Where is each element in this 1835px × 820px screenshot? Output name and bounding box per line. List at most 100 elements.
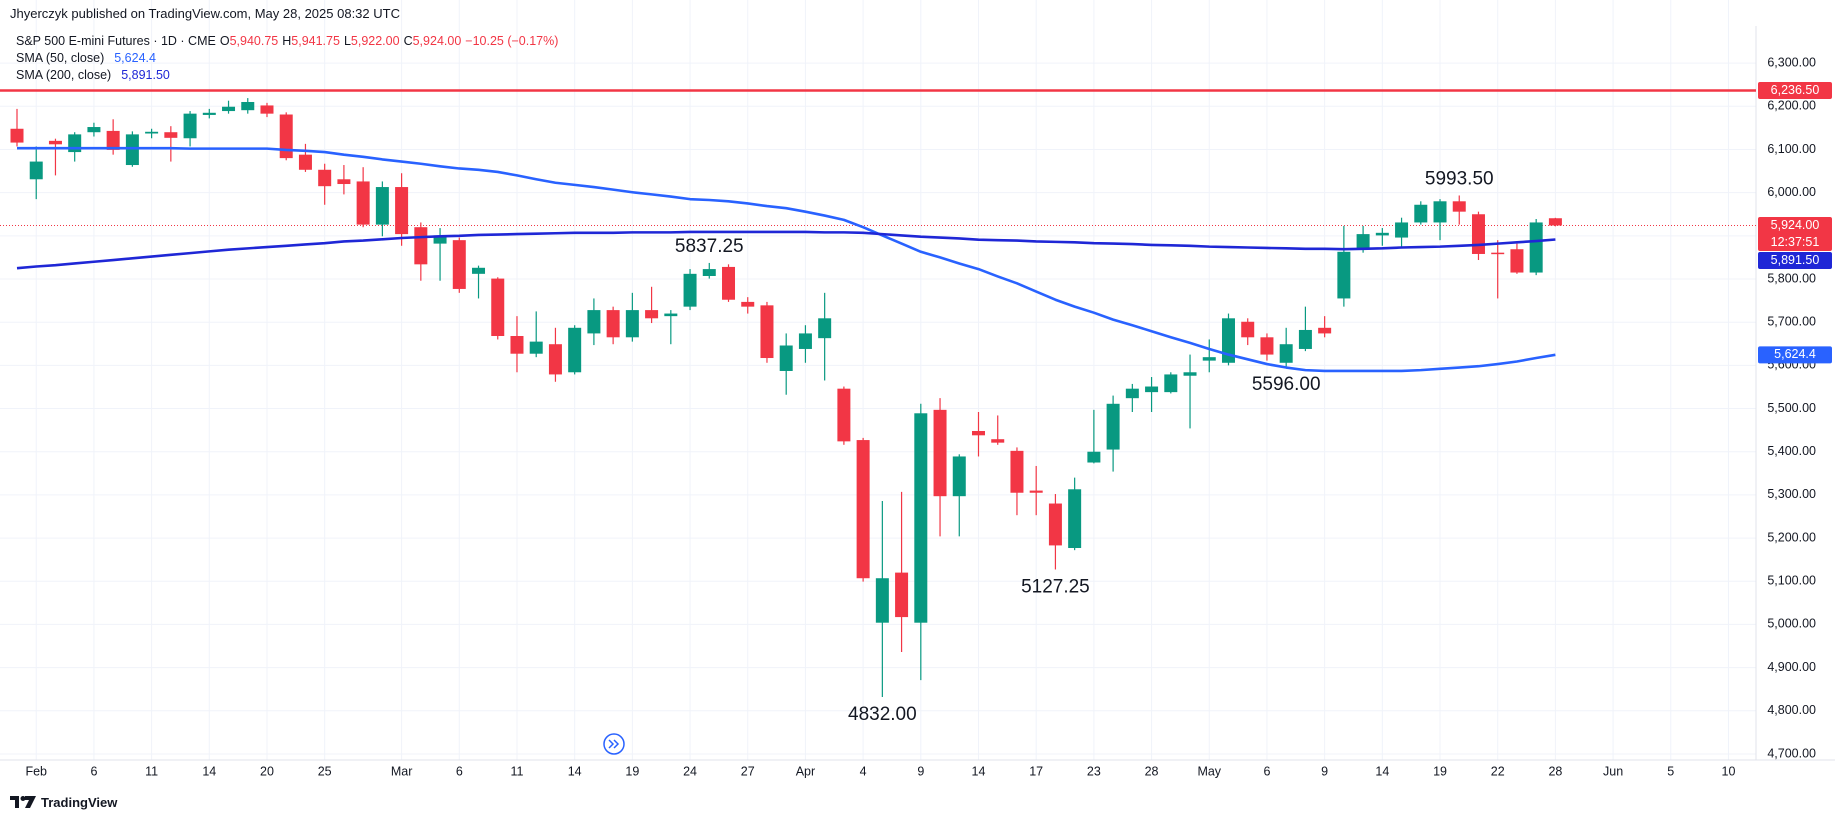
candle-body <box>568 327 582 373</box>
ohlc-item: O5,940.75 <box>220 33 278 50</box>
ohlc-value: 5,924.00 <box>412 34 462 48</box>
legend: S&P 500 E-mini Futures · 1D · CME O5,940.… <box>16 33 558 84</box>
y-tick-label: 6,300.00 <box>1767 55 1816 69</box>
candle-body <box>298 154 312 170</box>
candle-body <box>183 113 197 139</box>
price-tag-label: 5,891.50 <box>1771 253 1820 267</box>
y-tick-label: 4,700.00 <box>1767 746 1816 760</box>
sma-line <box>16 230 1556 270</box>
candle-body <box>1356 234 1370 250</box>
candle-body <box>1145 386 1159 393</box>
candle-body <box>318 169 332 187</box>
candle-body <box>395 187 409 235</box>
candle-body <box>10 128 24 143</box>
legend-row: SMA (200, close) 5,891.50 <box>16 67 558 84</box>
x-tick-label: Jun <box>1603 764 1623 778</box>
candle-body <box>914 413 928 623</box>
candle-body <box>1471 214 1485 254</box>
x-tick-label: 23 <box>1087 764 1101 778</box>
x-tick-label: 27 <box>741 764 755 778</box>
price-tag <box>1758 82 1832 100</box>
candle-body <box>337 179 351 185</box>
x-tick-label: 6 <box>1263 764 1270 778</box>
candle-body <box>856 440 870 579</box>
price-annotation: 5596.00 <box>1252 374 1321 395</box>
legend-value: 5,624.4 <box>114 51 156 65</box>
candle-body <box>1414 204 1428 223</box>
y-tick-label: 4,900.00 <box>1767 660 1816 674</box>
candle-body <box>241 101 255 111</box>
candle-body <box>433 235 447 244</box>
candle-body <box>1279 344 1293 363</box>
ohlc-value: 5,940.75 <box>229 34 279 48</box>
x-tick-label: Apr <box>796 764 815 778</box>
candle-body <box>356 181 370 225</box>
price-tag-label: 12:37:51 <box>1771 235 1820 249</box>
y-tick-label: 6,200.00 <box>1767 99 1816 113</box>
candle-body <box>683 273 697 307</box>
x-tick-label: 9 <box>917 764 924 778</box>
candle-body <box>29 161 43 180</box>
candle-body <box>1241 321 1255 338</box>
price-annotation: 5993.50 <box>1425 168 1494 189</box>
ohlc-value: 5,941.75 <box>291 34 340 48</box>
candle-body <box>645 310 659 319</box>
legend-value: 5,891.50 <box>121 68 170 82</box>
x-tick-label: 9 <box>1321 764 1328 778</box>
y-tick-label: 5,800.00 <box>1767 271 1816 285</box>
publisher: Jhyerczyk published on TradingView.com, … <box>10 6 400 21</box>
ohlc-key: C <box>403 34 413 48</box>
x-tick-label: 6 <box>456 764 463 778</box>
candle-body <box>1106 403 1120 450</box>
price-tag-label: 5,624.4 <box>1774 347 1816 361</box>
candle-body <box>1164 374 1178 393</box>
x-tick-label: 14 <box>972 764 986 778</box>
candle-body <box>798 333 812 349</box>
candle-body <box>1375 232 1389 236</box>
candle-body <box>837 388 851 442</box>
candle-body <box>1433 201 1447 223</box>
y-tick-label: 4,800.00 <box>1767 703 1816 717</box>
candle-body <box>510 336 524 354</box>
candle-body <box>587 310 601 334</box>
y-tick-label: 5,300.00 <box>1767 487 1816 501</box>
x-tick-label: May <box>1197 764 1221 778</box>
price-tag <box>1758 346 1832 364</box>
y-tick-label: 6,000.00 <box>1767 185 1816 199</box>
candle-body <box>1010 450 1024 493</box>
brand-logo <box>10 796 36 808</box>
candle-body <box>1125 388 1139 399</box>
candle-body <box>1548 218 1562 226</box>
footer: TradingView <box>10 794 117 810</box>
y-tick-label: 5,500.00 <box>1767 401 1816 415</box>
ohlc-item: H5,941.75 <box>282 33 340 50</box>
ohlc-item: C5,924.00 <box>404 33 462 50</box>
x-tick-label: 14 <box>568 764 582 778</box>
symbol-title: S&P 500 E-mini Futures · 1D · CME <box>16 34 216 48</box>
x-tick-label: 5 <box>1667 764 1674 778</box>
x-tick-label: Feb <box>25 764 47 778</box>
y-tick-label: 6,100.00 <box>1767 142 1816 156</box>
price-annotation: 5837.25 <box>675 236 744 257</box>
x-tick-label: 6 <box>90 764 97 778</box>
candle-body <box>1183 372 1197 376</box>
candle-body <box>606 310 620 338</box>
ohlc-value: 5,922.00 <box>350 34 400 48</box>
y-tick-label: 5,700.00 <box>1767 314 1816 328</box>
candle-body <box>952 456 966 497</box>
candle-body <box>1221 318 1235 363</box>
candle-body <box>1491 252 1505 255</box>
legend-row: S&P 500 E-mini Futures · 1D · CME O5,940.… <box>16 33 558 50</box>
price-tag-label: 6,236.50 <box>1771 83 1820 97</box>
scroll-to-realtime-button[interactable] <box>603 733 625 755</box>
price-change: −10.25 (−0.17%) <box>465 34 559 48</box>
button-icon[interactable] <box>608 739 620 749</box>
legend-name: SMA (200, close) <box>16 68 112 82</box>
grid <box>0 0 1756 760</box>
candle-body <box>414 227 428 265</box>
brand-name: TradingView <box>41 794 118 810</box>
candle-body <box>452 240 466 289</box>
candle-body <box>1337 251 1351 299</box>
x-tick-label: 28 <box>1548 764 1562 778</box>
candle-body <box>1029 490 1043 493</box>
